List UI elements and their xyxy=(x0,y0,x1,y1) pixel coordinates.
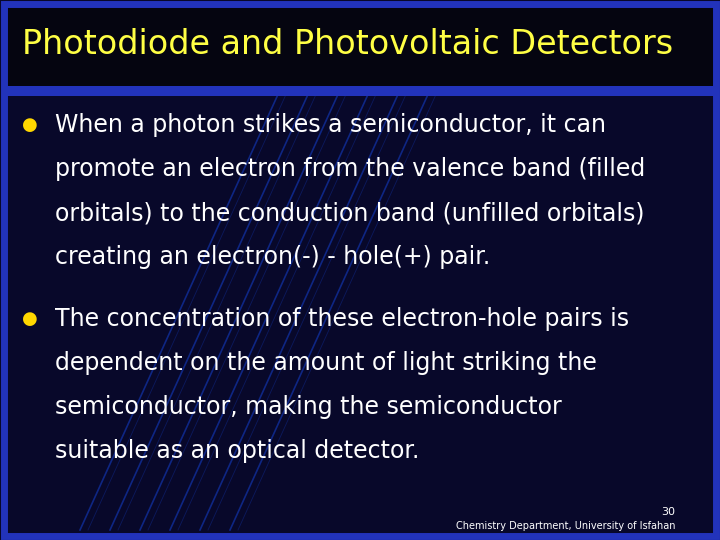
Text: ●: ● xyxy=(22,116,38,134)
Text: semiconductor, making the semiconductor: semiconductor, making the semiconductor xyxy=(55,395,562,419)
Text: Chemistry Department, University of Isfahan: Chemistry Department, University of Isfa… xyxy=(456,521,675,531)
Text: creating an electron(-) - hole(+) pair.: creating an electron(-) - hole(+) pair. xyxy=(55,245,490,269)
Text: promote an electron from the valence band (filled: promote an electron from the valence ban… xyxy=(55,157,645,181)
Text: Photodiode and Photovoltaic Detectors: Photodiode and Photovoltaic Detectors xyxy=(22,29,673,62)
Text: orbitals) to the conduction band (unfilled orbitals): orbitals) to the conduction band (unfill… xyxy=(55,201,644,225)
Bar xyxy=(4,4,716,86)
Text: suitable as an optical detector.: suitable as an optical detector. xyxy=(55,439,419,463)
Text: ●: ● xyxy=(22,310,38,328)
Bar xyxy=(4,86,716,96)
Text: The concentration of these electron-hole pairs is: The concentration of these electron-hole… xyxy=(55,307,629,331)
Text: 30: 30 xyxy=(661,507,675,517)
Text: When a photon strikes a semiconductor, it can: When a photon strikes a semiconductor, i… xyxy=(55,113,606,137)
Text: dependent on the amount of light striking the: dependent on the amount of light strikin… xyxy=(55,351,597,375)
